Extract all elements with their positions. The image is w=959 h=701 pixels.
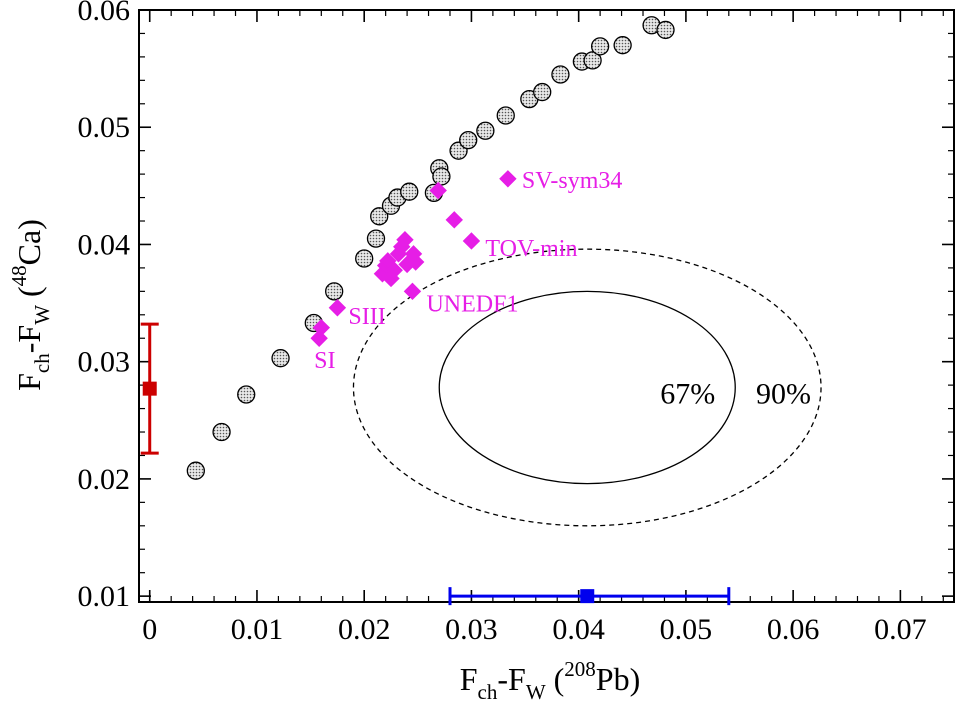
- circle-point: [432, 167, 451, 186]
- model-label: TOV-min: [485, 236, 577, 262]
- diamond-point: [385, 261, 403, 279]
- x-tick-label: 0.07: [874, 613, 927, 646]
- y-tick-label: 0.05: [78, 111, 131, 144]
- y-tick-label: 0.04: [78, 228, 131, 261]
- error-bar-center: [142, 381, 157, 396]
- diamond-point: [429, 181, 447, 200]
- model-label: SI: [314, 348, 335, 374]
- circle-point: [590, 37, 610, 56]
- circle-point: [370, 207, 389, 226]
- circle-series: [186, 16, 675, 480]
- circle-point: [366, 229, 386, 248]
- x-axis-ticks: 0 0.01 0.02 0.03 0.04 0.05 0.06 0.07: [142, 10, 944, 646]
- model-label: SIII: [348, 304, 385, 330]
- x-tick-label: 0: [142, 613, 157, 646]
- plot-frame: [138, 9, 955, 603]
- x-tick-label: 0.01: [231, 613, 284, 646]
- model-label: UNEDF1: [426, 291, 518, 317]
- circle-point: [496, 106, 515, 125]
- diamond-point: [445, 211, 463, 229]
- x-tick-label: 0.02: [338, 613, 391, 646]
- diamond-point: [406, 253, 425, 271]
- y-axis-label: Fch-FW (48Ca): [7, 219, 54, 391]
- y-tick-label: 0.01: [78, 580, 131, 613]
- y-tick-label: 0.03: [78, 346, 131, 379]
- circle-point: [459, 130, 478, 150]
- y-tick-label: 0.06: [78, 0, 131, 27]
- circle-point: [656, 20, 675, 40]
- circle-point: [613, 36, 632, 55]
- diamond-point: [462, 232, 481, 250]
- circle-point: [551, 65, 570, 84]
- x-tick-label: 0.04: [552, 613, 605, 646]
- ellipse-label: 90%: [756, 377, 811, 410]
- diamond-series: [310, 170, 517, 347]
- circle-point: [355, 249, 374, 268]
- circle-point: [400, 182, 419, 201]
- diamond-point: [396, 231, 414, 249]
- diamond-point: [312, 318, 331, 337]
- circle-point: [533, 82, 552, 102]
- y-axis-ticks: 0.01 0.02 0.03 0.04 0.05 0.06: [78, 0, 954, 613]
- ellipse-solid: [438, 290, 736, 485]
- x-axis-label: Fch-FW (208Pb): [460, 657, 641, 701]
- circle-point: [325, 282, 344, 301]
- x-tick-label: 0.03: [445, 613, 498, 646]
- circle-point: [186, 461, 205, 480]
- circle-point: [583, 51, 602, 70]
- model-label: SV-sym34: [522, 168, 622, 194]
- ellipse-dashed: [352, 248, 822, 527]
- diamond-point: [403, 282, 422, 301]
- x-tick-label: 0.06: [767, 613, 820, 646]
- ellipse-label: 67%: [660, 377, 715, 410]
- circle-point: [212, 422, 231, 442]
- diamond-point: [499, 170, 517, 188]
- x-tick-label: 0.05: [660, 613, 713, 646]
- error-bar-center: [580, 589, 595, 604]
- circle-point: [237, 385, 256, 404]
- y-tick-label: 0.02: [78, 463, 131, 496]
- model-annotations: SV-sym34 TOV-min UNEDF1 SIII SI: [314, 168, 622, 374]
- circle-point: [476, 121, 495, 140]
- error-bars: [140, 322, 731, 606]
- confidence-ellipses: 67% 90%: [352, 248, 822, 527]
- circle-point: [271, 349, 290, 368]
- diamond-point: [328, 299, 347, 317]
